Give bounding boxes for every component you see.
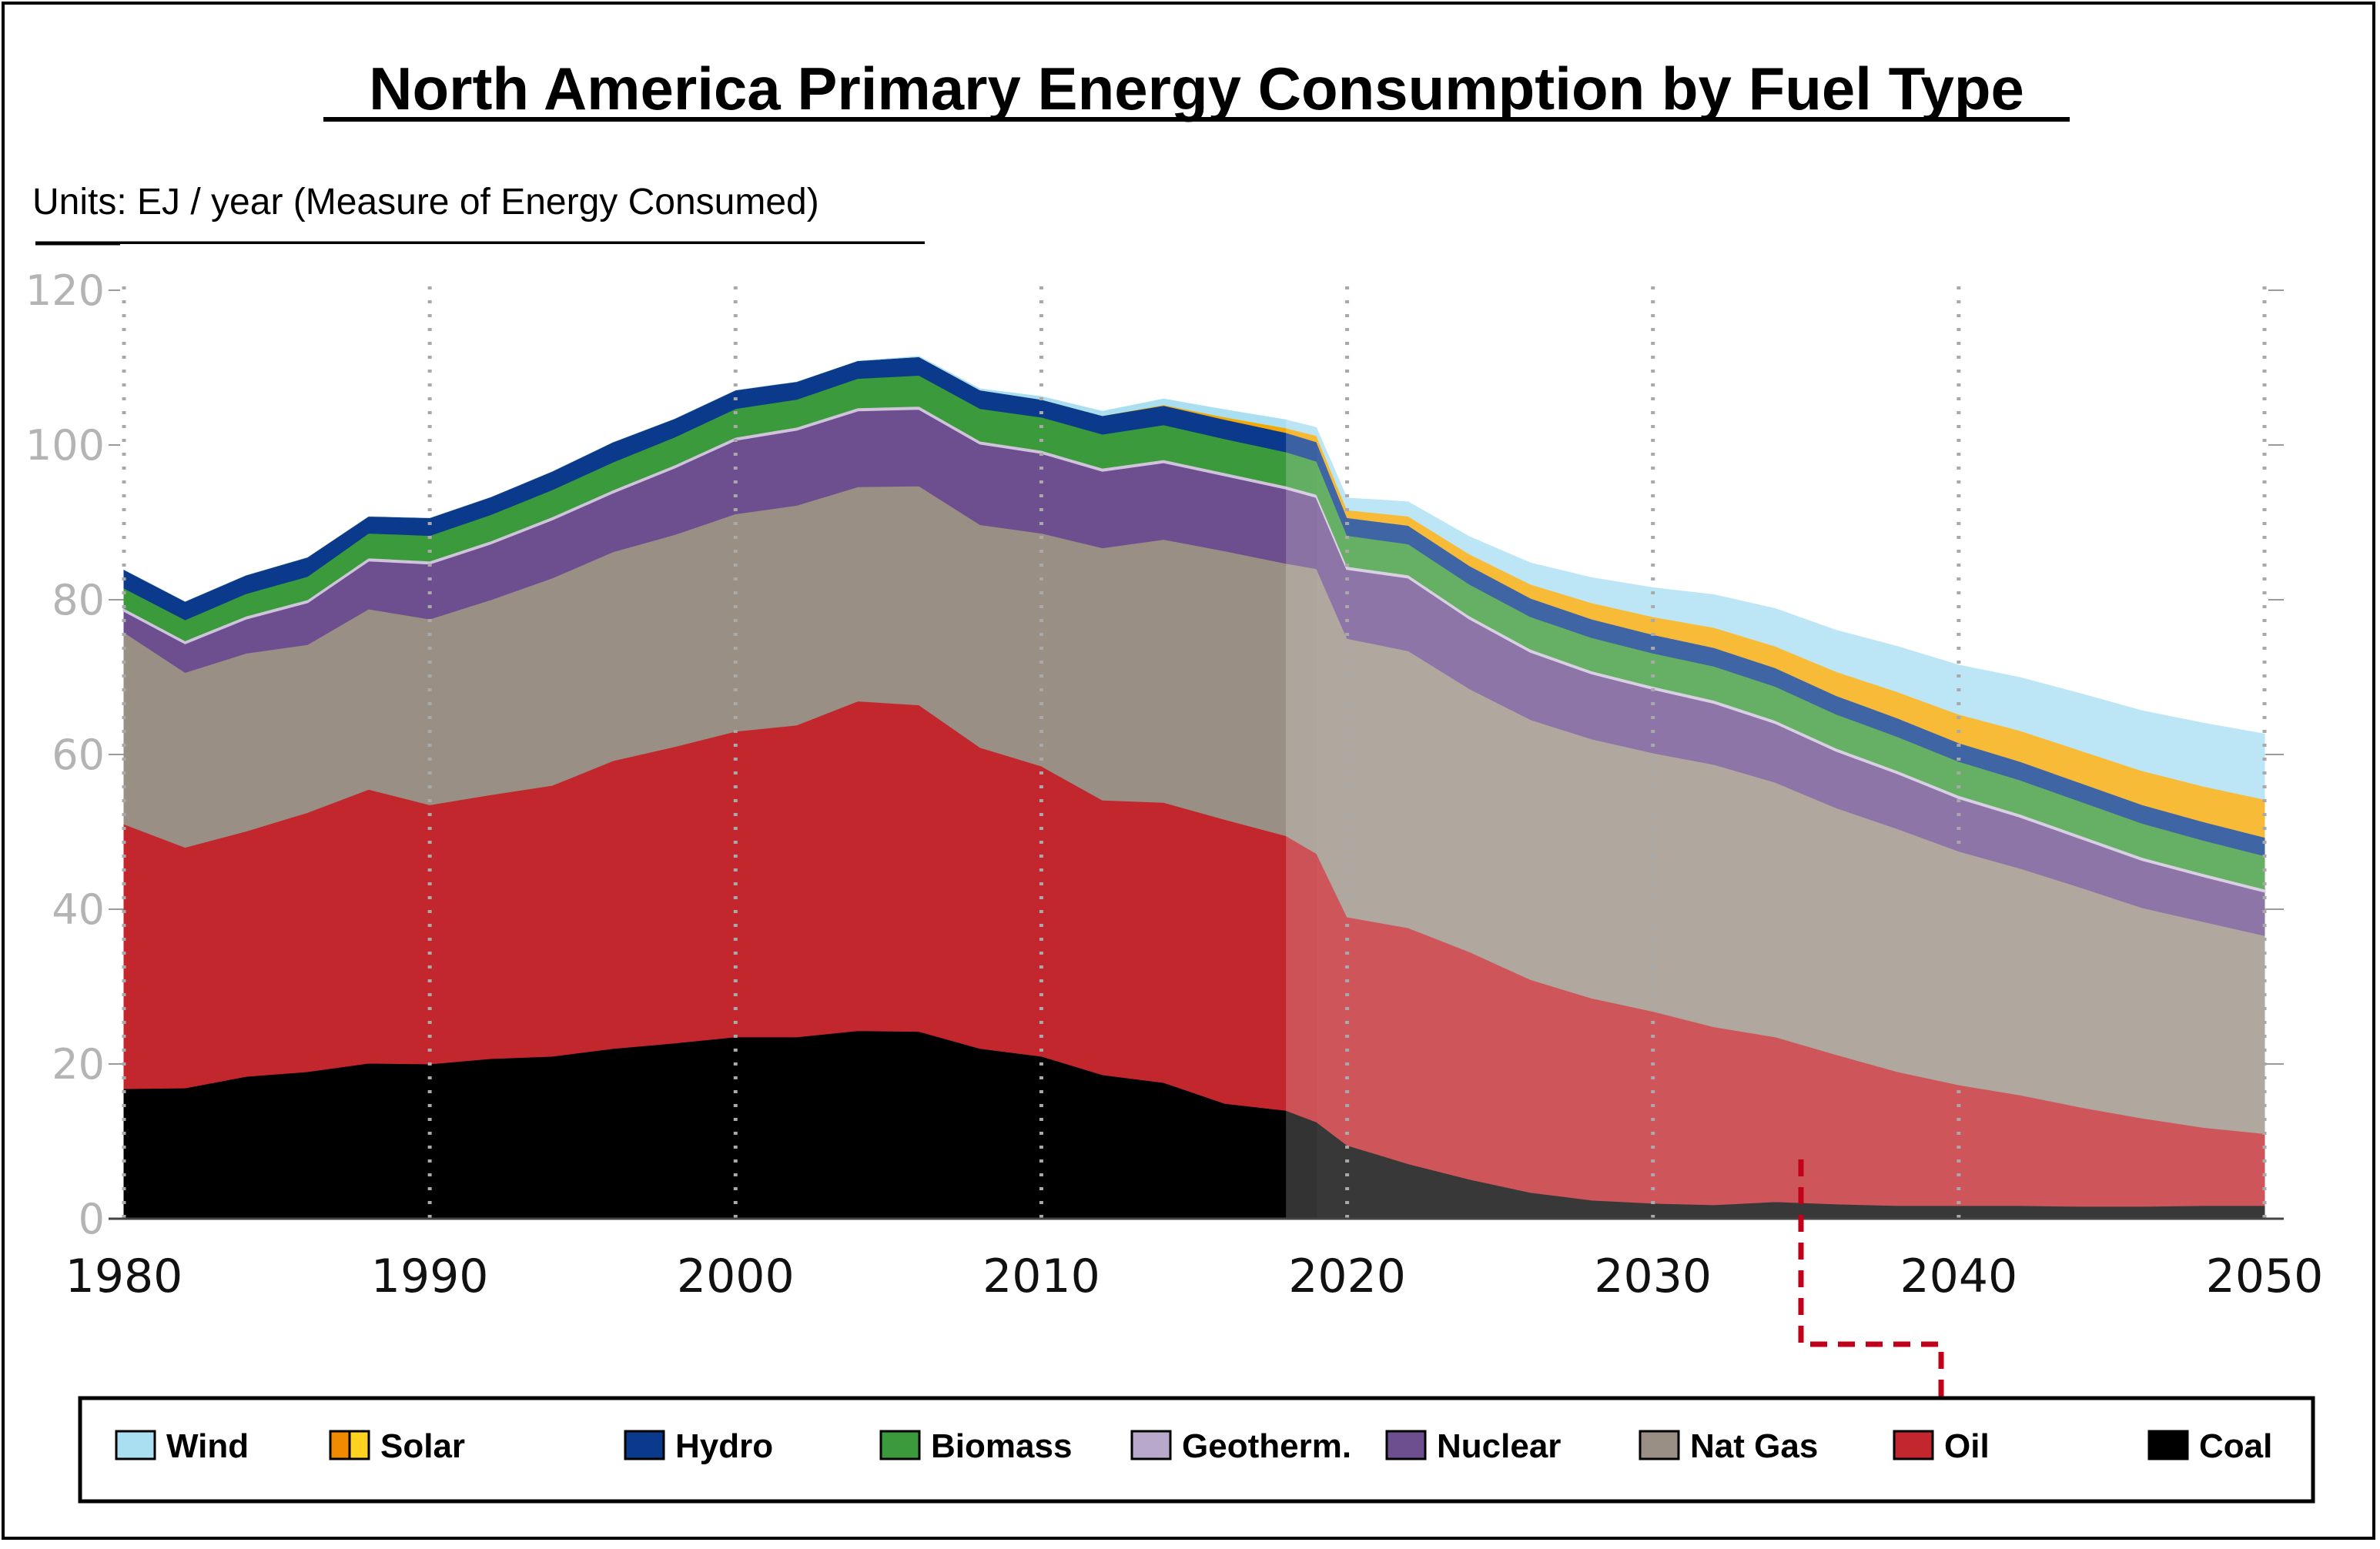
callout-connector — [1798, 1159, 1944, 1412]
legend-swatch — [1893, 1430, 1934, 1460]
y-tick-label-20: 20 — [52, 1040, 105, 1089]
legend-swatch-solar-orange — [329, 1430, 351, 1460]
legend-label: Wind — [166, 1427, 249, 1465]
x-tick-label-2010: 2010 — [982, 1250, 1100, 1303]
legend-swatch — [879, 1430, 921, 1460]
oil-callout — [1798, 1159, 2013, 1482]
x-tick-label-2000: 2000 — [677, 1250, 795, 1303]
legend-swatch — [1385, 1430, 1427, 1460]
legend-swatch — [1130, 1430, 1172, 1460]
y-tick-label-100: 100 — [25, 421, 105, 470]
vertical-gridlines — [122, 286, 2267, 1219]
legend-label: Biomass — [931, 1427, 1072, 1465]
x-tick-label-1980: 1980 — [65, 1250, 183, 1303]
legend-item-nuclear: Nuclear — [1385, 1427, 1561, 1465]
y-tick-label-120: 120 — [25, 266, 105, 315]
x-tick-label-2020: 2020 — [1288, 1250, 1406, 1303]
x-tick-label-2040: 2040 — [1900, 1250, 2018, 1303]
legend-label: Hydro — [675, 1427, 773, 1465]
legend-swatch-solar-yellow — [348, 1430, 370, 1460]
legend-item-biomass: Biomass — [879, 1427, 1072, 1465]
x-tick-label-2030: 2030 — [1594, 1250, 1712, 1303]
above-total-mask — [120, 244, 2268, 734]
forecast-overlay — [120, 244, 2268, 1219]
legend-label: Solar — [380, 1427, 465, 1465]
legend-item-solar: Solar — [329, 1427, 465, 1465]
legend-label: Coal — [2199, 1427, 2272, 1465]
legend-swatch — [624, 1430, 665, 1460]
x-tick-label-2050: 2050 — [2206, 1250, 2324, 1303]
legend-label: Geotherm. — [1182, 1427, 1351, 1465]
y-tick-label-0: 0 — [79, 1195, 105, 1243]
legend-label: Oil — [1944, 1427, 1990, 1465]
legend: Wind Solar Hydro Biomass Geotherm. Nuclear Nat… — [115, 1427, 2272, 1465]
units-label: Units: EJ / year (Measure of Energy Cons… — [32, 182, 819, 222]
y-tick-label-60: 60 — [52, 731, 105, 779]
legend-item-wind: Wind — [115, 1427, 249, 1465]
chart-title: North America Primary Energy Consumption… — [369, 55, 2024, 122]
legend-swatch — [115, 1430, 156, 1460]
legend-item-oil: Oil — [1893, 1427, 1990, 1465]
legend-label: Nat Gas — [1690, 1427, 1818, 1465]
legend-swatch — [2147, 1430, 2189, 1460]
y-tick-label-40: 40 — [52, 885, 105, 934]
legend-swatch — [1639, 1430, 1680, 1460]
legend-box — [78, 1396, 2315, 1504]
legend-item-coal: Coal — [2147, 1427, 2272, 1465]
legend-item-geotherm: Geotherm. — [1130, 1427, 1351, 1465]
stacked-areas — [122, 355, 2266, 1219]
legend-label: Nuclear — [1437, 1427, 1561, 1465]
legend-item-hydro: Hydro — [624, 1427, 773, 1465]
x-tick-label-1990: 1990 — [371, 1250, 489, 1303]
chart-canvas: North America Primary Energy Consumption… — [25, 55, 2323, 1504]
y-tick-label-80: 80 — [52, 576, 105, 624]
legend-item-nat-gas: Nat Gas — [1639, 1427, 1818, 1465]
